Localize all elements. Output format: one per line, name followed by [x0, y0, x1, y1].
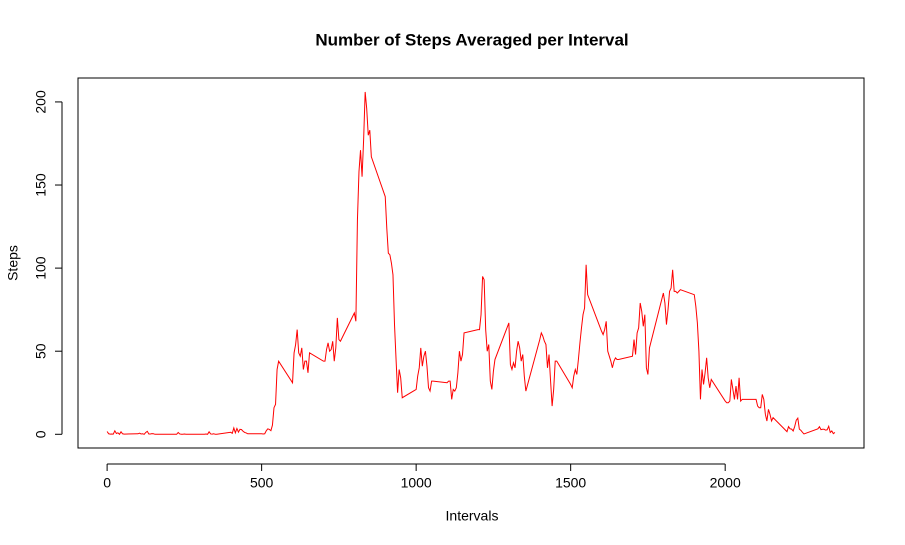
x-tick-label: 2000 — [710, 475, 741, 491]
x-tick-label: 0 — [103, 475, 111, 491]
y-axis-label: Steps — [5, 245, 21, 281]
x-tick-label: 500 — [250, 475, 274, 491]
x-tick-label: 1500 — [555, 475, 586, 491]
y-tick-label: 100 — [33, 256, 49, 280]
x-axis-label: Intervals — [446, 508, 499, 524]
y-tick-label: 50 — [33, 343, 49, 359]
x-tick-label: 1000 — [401, 475, 432, 491]
data-line — [106, 91, 836, 436]
y-tick-label: 150 — [33, 173, 49, 197]
y-tick-label: 0 — [33, 430, 49, 438]
plot-frame — [77, 77, 865, 449]
chart-title: Number of Steps Averaged per Interval — [315, 30, 628, 49]
y-tick-label: 200 — [33, 90, 49, 114]
